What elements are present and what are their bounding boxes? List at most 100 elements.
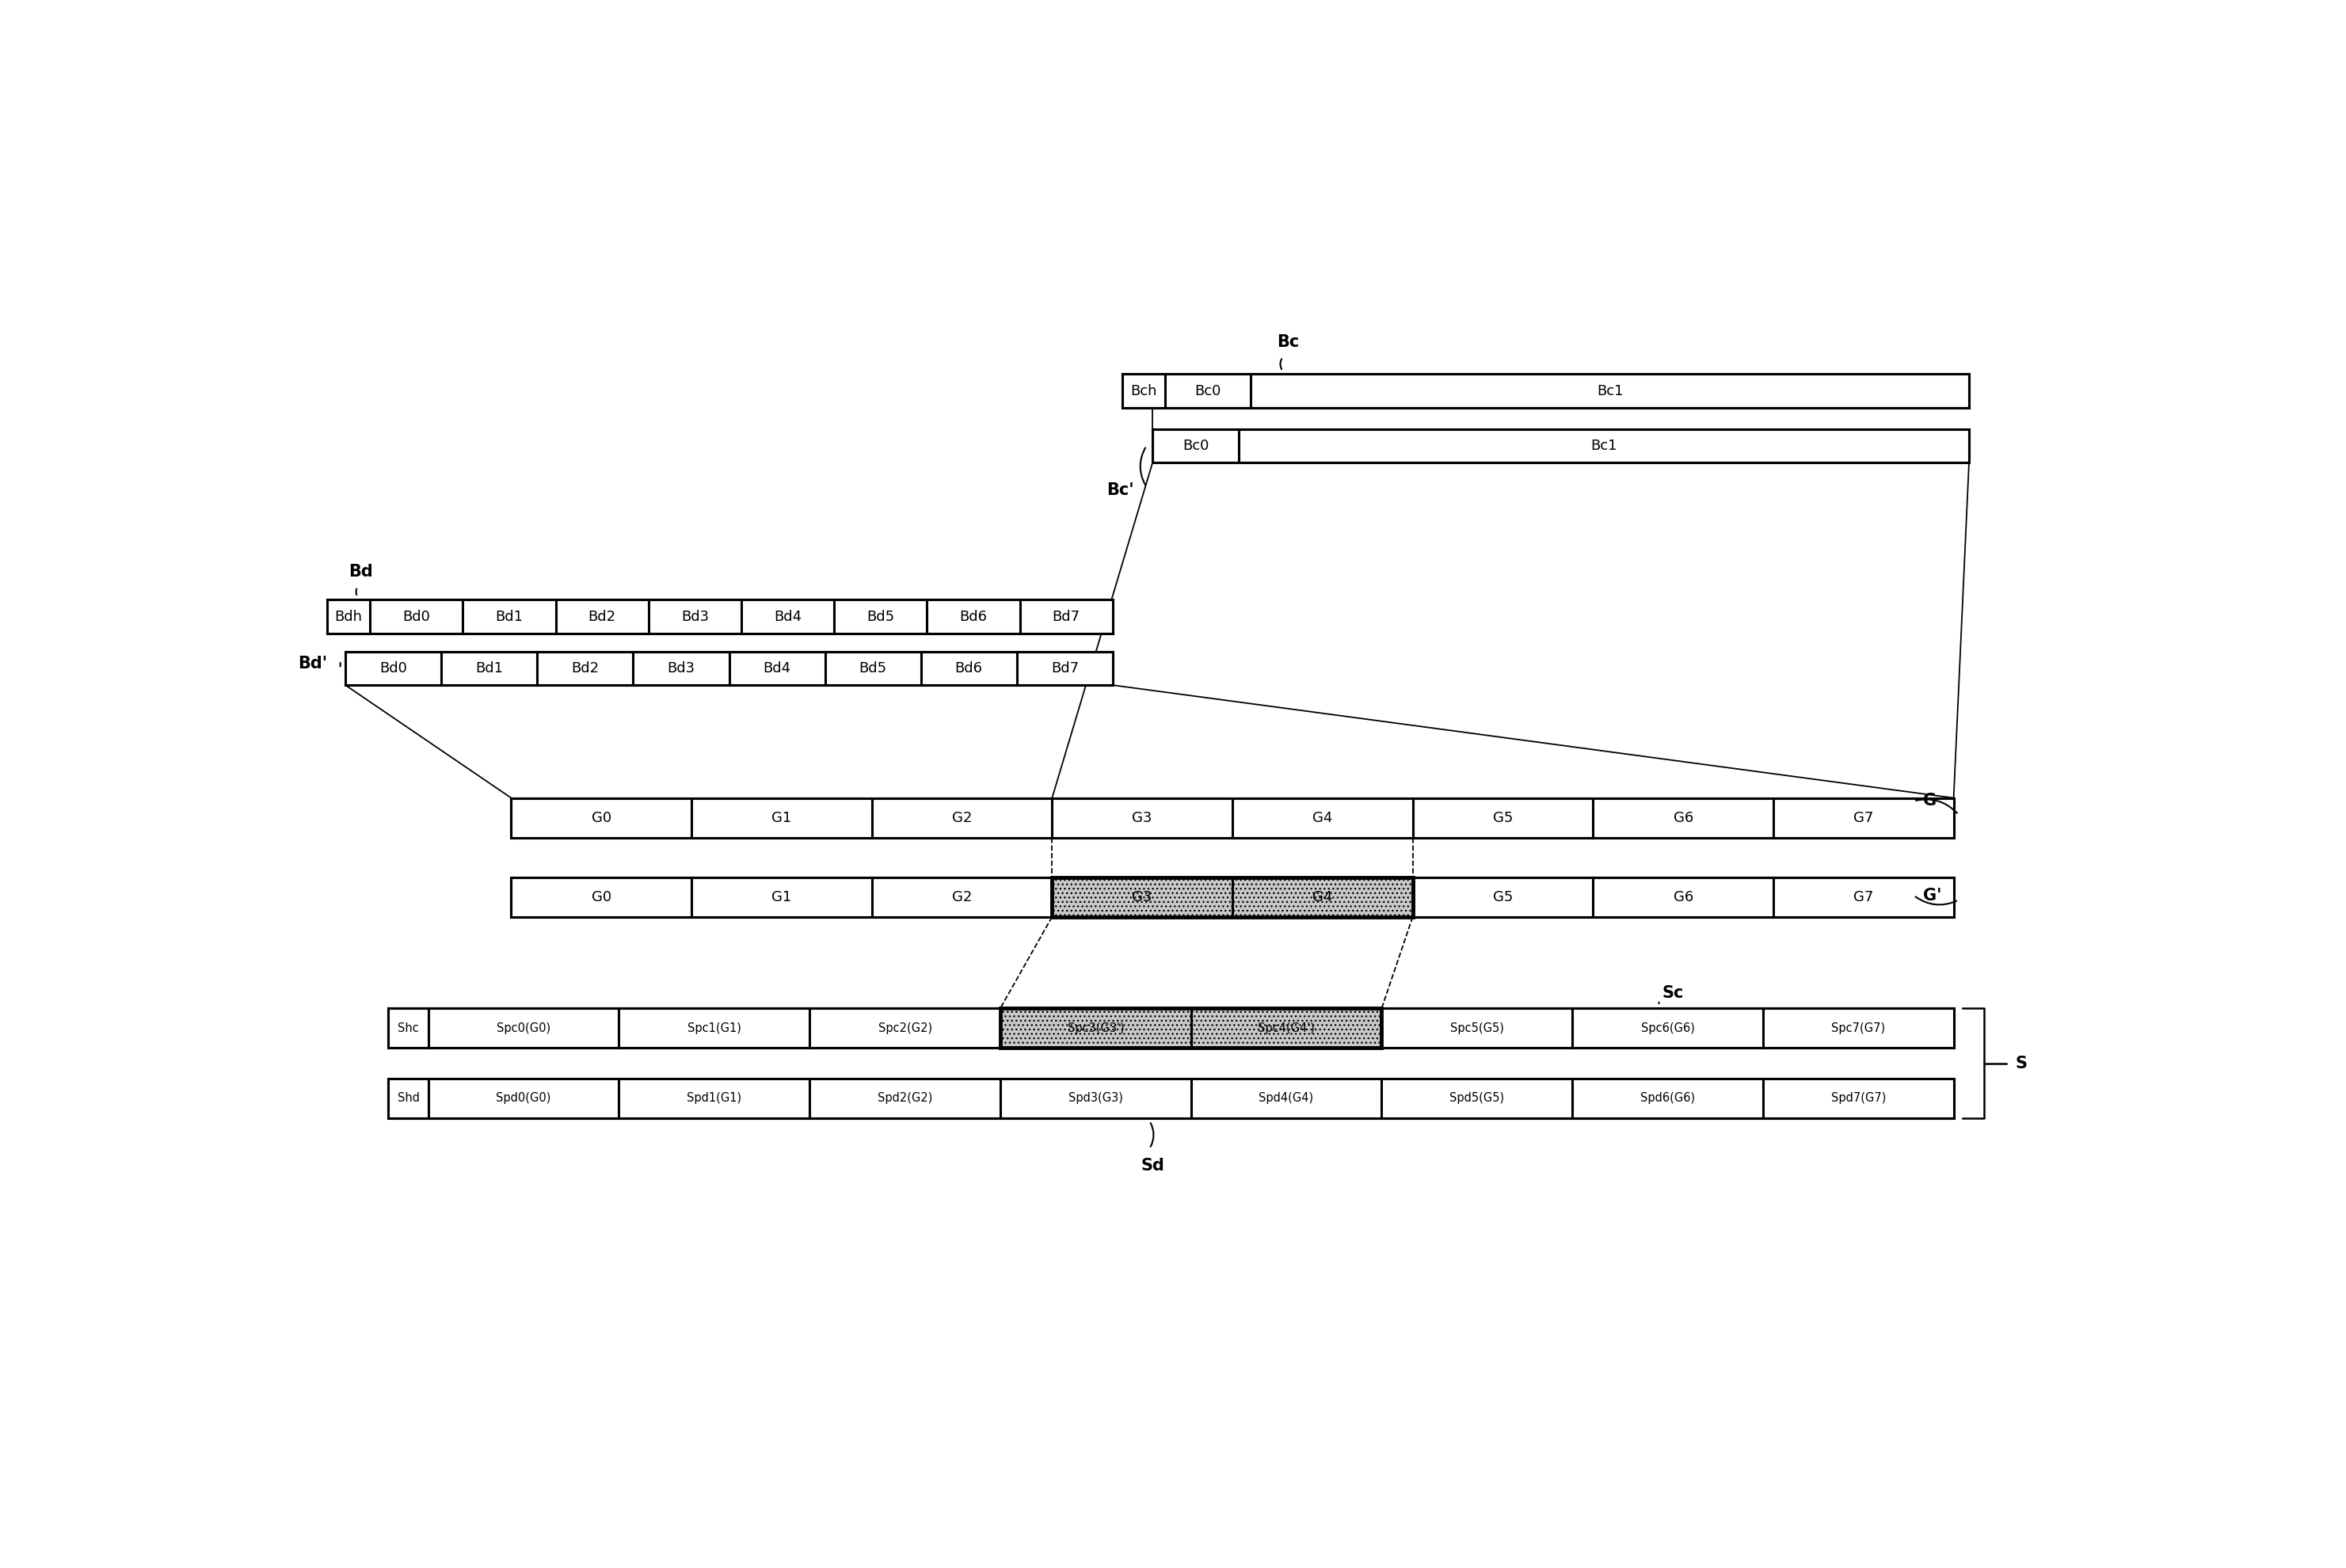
Text: G3: G3	[1133, 891, 1152, 905]
Text: Spc2(G2): Spc2(G2)	[877, 1022, 931, 1033]
Text: G': G'	[1924, 887, 1942, 903]
Bar	[1016, 652, 1112, 685]
Bar	[389, 1008, 429, 1047]
Bar	[1051, 877, 1412, 917]
Text: Shd: Shd	[396, 1093, 420, 1104]
Text: Shc: Shc	[399, 1022, 420, 1033]
Bar	[741, 599, 835, 633]
Text: Bd5: Bd5	[859, 662, 887, 676]
Text: Bd: Bd	[350, 564, 373, 580]
Bar	[1192, 1008, 1382, 1047]
Text: G0: G0	[591, 891, 612, 905]
Text: Spd6(G6): Spd6(G6)	[1640, 1093, 1696, 1104]
Text: G1: G1	[772, 891, 791, 905]
Text: Bd6: Bd6	[960, 610, 988, 624]
Bar	[999, 1008, 1192, 1047]
Text: Spc5(G5): Spc5(G5)	[1450, 1022, 1504, 1033]
Bar	[462, 599, 556, 633]
Text: Bd1: Bd1	[495, 610, 523, 624]
Bar	[999, 1079, 1192, 1118]
Text: Sc: Sc	[1661, 985, 1684, 1000]
Bar	[1774, 798, 1954, 837]
Text: Spd5(G5): Spd5(G5)	[1450, 1093, 1504, 1104]
Bar	[511, 798, 1954, 837]
Bar	[345, 652, 1112, 685]
Bar	[1121, 375, 1166, 408]
Bar	[1412, 877, 1593, 917]
Bar	[1593, 877, 1774, 917]
Bar	[1166, 375, 1250, 408]
Bar	[730, 652, 826, 685]
Bar	[619, 1079, 809, 1118]
Text: Bc1: Bc1	[1598, 384, 1623, 398]
Bar	[1572, 1079, 1762, 1118]
Text: Bch: Bch	[1131, 384, 1157, 398]
Bar	[927, 599, 1021, 633]
Bar	[1412, 798, 1593, 837]
Bar	[345, 652, 441, 685]
Bar	[1232, 798, 1412, 837]
Bar	[1762, 1008, 1954, 1047]
Bar	[619, 1008, 809, 1047]
Bar	[1121, 375, 1968, 408]
Text: G4: G4	[1311, 811, 1333, 825]
Text: Bd5: Bd5	[866, 610, 894, 624]
Text: Bd2: Bd2	[572, 662, 598, 676]
Bar	[1250, 375, 1968, 408]
Bar	[1232, 877, 1412, 917]
Text: Spd0(G0): Spd0(G0)	[495, 1093, 551, 1104]
Bar	[1572, 1008, 1762, 1047]
Text: Spd7(G7): Spd7(G7)	[1830, 1093, 1886, 1104]
Bar	[1774, 877, 1954, 917]
Bar	[429, 1008, 619, 1047]
Text: Bd3: Bd3	[666, 662, 694, 676]
Text: Spc7(G7): Spc7(G7)	[1832, 1022, 1886, 1033]
Bar	[326, 599, 371, 633]
Bar	[371, 599, 462, 633]
Bar	[1762, 1079, 1954, 1118]
Bar	[389, 1079, 429, 1118]
Bar	[1152, 430, 1968, 463]
Bar	[389, 1079, 1954, 1118]
Text: Bdh: Bdh	[335, 610, 361, 624]
Bar	[1382, 1008, 1572, 1047]
Text: G7: G7	[1853, 891, 1874, 905]
Text: Bd7: Bd7	[1053, 610, 1079, 624]
Bar	[1239, 430, 1968, 463]
Text: Spc3(G3'): Spc3(G3')	[1067, 1022, 1124, 1033]
Bar	[511, 798, 692, 837]
Text: S: S	[2015, 1055, 2027, 1071]
Text: G4: G4	[1311, 891, 1333, 905]
Bar	[692, 877, 873, 917]
Text: Bc: Bc	[1276, 334, 1300, 350]
Text: Bd0: Bd0	[404, 610, 429, 624]
Bar	[873, 877, 1051, 917]
Text: Spc6(G6): Spc6(G6)	[1640, 1022, 1694, 1033]
Text: Bd1: Bd1	[476, 662, 502, 676]
Text: G6: G6	[1673, 891, 1694, 905]
Text: G3: G3	[1133, 811, 1152, 825]
Bar	[556, 599, 647, 633]
Bar	[809, 1008, 999, 1047]
Text: Spc0(G0): Spc0(G0)	[497, 1022, 551, 1033]
Bar	[1021, 599, 1112, 633]
Text: Spd1(G1): Spd1(G1)	[687, 1093, 741, 1104]
Text: G1: G1	[772, 811, 791, 825]
Bar	[1051, 798, 1232, 837]
Bar	[692, 798, 873, 837]
Bar	[873, 798, 1051, 837]
Bar	[1152, 430, 1239, 463]
Text: Spc4(G4'): Spc4(G4')	[1257, 1022, 1314, 1033]
Text: G6: G6	[1673, 811, 1694, 825]
Text: Bc0: Bc0	[1194, 384, 1220, 398]
Text: Spd3(G3): Spd3(G3)	[1067, 1093, 1124, 1104]
Text: Spc1(G1): Spc1(G1)	[687, 1022, 741, 1033]
Text: Bd4: Bd4	[762, 662, 791, 676]
Text: G2: G2	[952, 891, 971, 905]
Bar	[999, 1008, 1382, 1047]
Text: Bd7: Bd7	[1051, 662, 1079, 676]
Text: Spd2(G2): Spd2(G2)	[877, 1093, 931, 1104]
Text: Bc1: Bc1	[1591, 439, 1616, 453]
Bar	[537, 652, 633, 685]
Text: Bc0: Bc0	[1182, 439, 1208, 453]
